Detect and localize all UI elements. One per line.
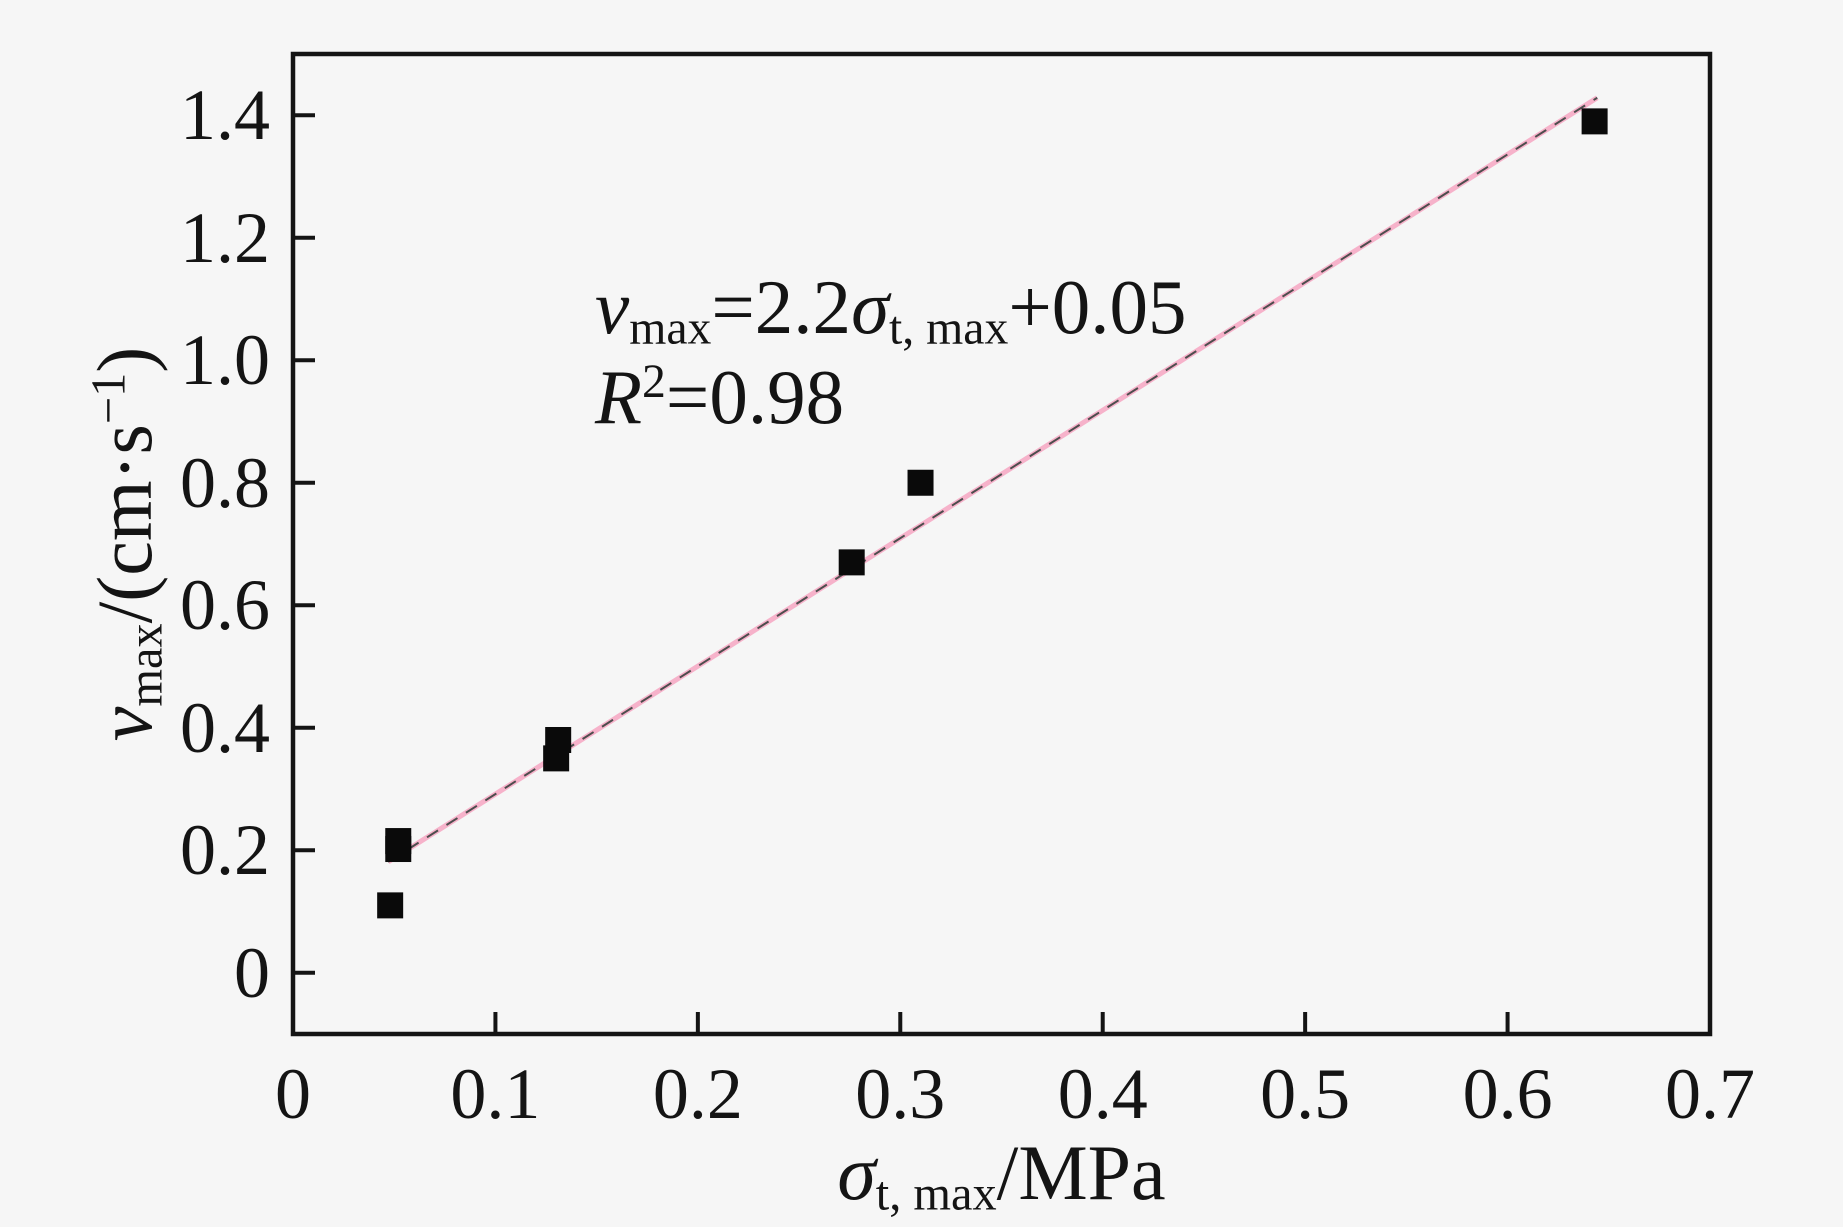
x-tick-label: 0.2 [652,1054,743,1134]
y-tick-label: 0 [234,932,270,1013]
y-tick-label: 1.4 [180,75,270,156]
x-tick-label: 0.6 [1462,1054,1553,1134]
x-tick-label: 0.1 [450,1054,541,1134]
scatter-point [907,469,934,496]
y-tick-label: 1.0 [180,320,270,401]
plot-border [290,51,1713,1037]
y-tick-label: 0.6 [180,565,270,646]
scatter-points [377,108,1608,919]
fit-line-dash [387,96,1598,863]
x-tick-label: 0.5 [1260,1054,1351,1134]
x-tick-label: 0.4 [1057,1054,1148,1134]
x-tick-label: 0 [275,1054,311,1134]
y-tick-label: 0.8 [180,442,270,523]
scatter-point [545,727,572,753]
y-tick-label: 1.2 [180,197,270,278]
y-tick-label: 0.4 [180,687,270,768]
y-tick-label: 0.2 [180,810,270,891]
scatter-point [1581,108,1608,135]
scatter-point [385,828,412,855]
y-axis-title: vmax/(cm·s−1) [81,346,173,742]
x-tick-label: 0.7 [1665,1054,1755,1134]
scatter-point [838,549,865,576]
fit-equation-line: vmax=2.2σt, max+0.05 [595,264,1187,355]
x-tick-label: 0.3 [855,1054,946,1134]
fit-equation-annotation: vmax=2.2σt, max+0.05 R2=0.98 [595,262,1187,442]
fit-r-squared-line: R2=0.98 [595,354,845,440]
x-axis-title: σt, max/MPa [837,1129,1166,1221]
axis-ticks [293,113,1510,1034]
scatter-point [377,892,404,919]
fit-line [386,95,1599,865]
